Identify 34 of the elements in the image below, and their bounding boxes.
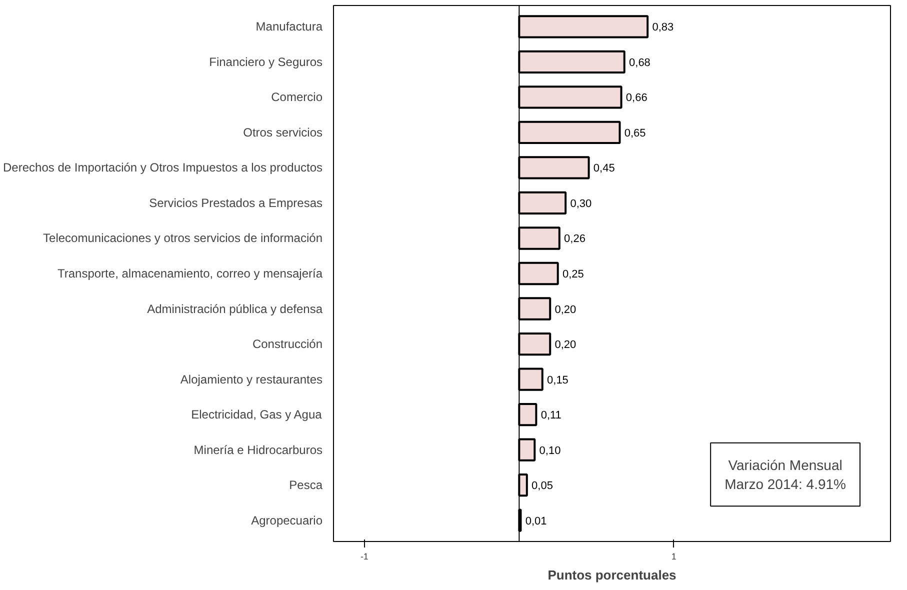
data-label: 0,10 bbox=[539, 444, 561, 457]
x-tick-label: -1 bbox=[360, 552, 368, 562]
y-tick-label: Servicios Prestados a Empresas bbox=[149, 196, 323, 210]
y-tick-label: Pesca bbox=[289, 478, 323, 492]
y-tick-label: Alojamiento y restaurantes bbox=[180, 372, 323, 386]
y-tick-label: Financiero y Seguros bbox=[209, 54, 322, 69]
y-tick-label: Manufactura bbox=[256, 20, 323, 34]
data-label: 0,05 bbox=[532, 480, 553, 492]
y-tick-label: Construcción bbox=[252, 337, 322, 352]
data-label: 0,45 bbox=[593, 162, 615, 175]
y-tick-label: Electricidad, Gas y Agua bbox=[191, 408, 322, 422]
y-tick-label: Transporte, almacenamiento, correo y mensajería bbox=[57, 266, 323, 280]
data-label: 0,66 bbox=[626, 92, 648, 104]
y-tick-label: Telecomunicaciones y otros servicios de información bbox=[43, 231, 323, 246]
data-label: 0,83 bbox=[652, 22, 674, 34]
data-label: 0,26 bbox=[564, 233, 586, 246]
data-label: 0,01 bbox=[525, 515, 547, 528]
data-label: 0,20 bbox=[554, 304, 576, 316]
data-label: 0,15 bbox=[547, 374, 568, 386]
data-label: 0,11 bbox=[540, 410, 562, 422]
x-tick-label: 1 bbox=[671, 552, 676, 562]
y-tick-label: Agropecuario bbox=[251, 513, 323, 528]
annotation: Variación Mensual Marzo 2014: 4.91% bbox=[724, 456, 846, 492]
y-tick-label: Comercio bbox=[271, 90, 323, 104]
y-tick-label: Administración pública y defensa bbox=[147, 302, 323, 316]
data-label: 0,20 bbox=[554, 339, 576, 352]
data-label: 0,65 bbox=[624, 127, 646, 140]
x-axis-title: Puntos porcentuales bbox=[548, 568, 676, 582]
data-label: 0,25 bbox=[562, 268, 584, 280]
y-tick-label: Derechos de Importación y Otros Impuestos a los productos bbox=[3, 160, 322, 175]
data-label: 0,68 bbox=[629, 56, 650, 69]
y-tick-label: Minería e Hidrocarburos bbox=[194, 442, 322, 457]
y-tick-label: Otros servicios bbox=[243, 125, 323, 140]
data-label: 0,30 bbox=[570, 198, 592, 210]
